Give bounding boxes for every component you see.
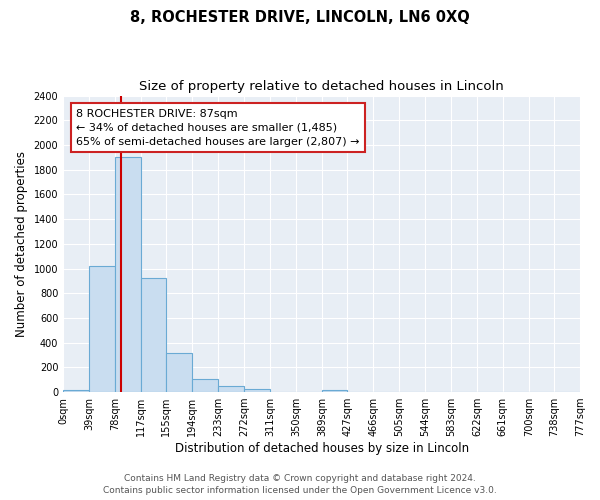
Bar <box>218 386 244 392</box>
Bar <box>115 158 141 392</box>
Text: 8, ROCHESTER DRIVE, LINCOLN, LN6 0XQ: 8, ROCHESTER DRIVE, LINCOLN, LN6 0XQ <box>130 10 470 25</box>
Bar <box>192 379 218 392</box>
Bar <box>63 390 89 392</box>
Title: Size of property relative to detached houses in Lincoln: Size of property relative to detached ho… <box>139 80 504 93</box>
Text: 8 ROCHESTER DRIVE: 87sqm
← 34% of detached houses are smaller (1,485)
65% of sem: 8 ROCHESTER DRIVE: 87sqm ← 34% of detach… <box>76 109 359 147</box>
Bar <box>89 266 115 392</box>
X-axis label: Distribution of detached houses by size in Lincoln: Distribution of detached houses by size … <box>175 442 469 455</box>
Bar <box>244 389 270 392</box>
Bar <box>166 352 192 392</box>
Text: Contains HM Land Registry data © Crown copyright and database right 2024.
Contai: Contains HM Land Registry data © Crown c… <box>103 474 497 495</box>
Bar <box>322 390 347 392</box>
Bar <box>141 278 166 392</box>
Y-axis label: Number of detached properties: Number of detached properties <box>15 151 28 337</box>
